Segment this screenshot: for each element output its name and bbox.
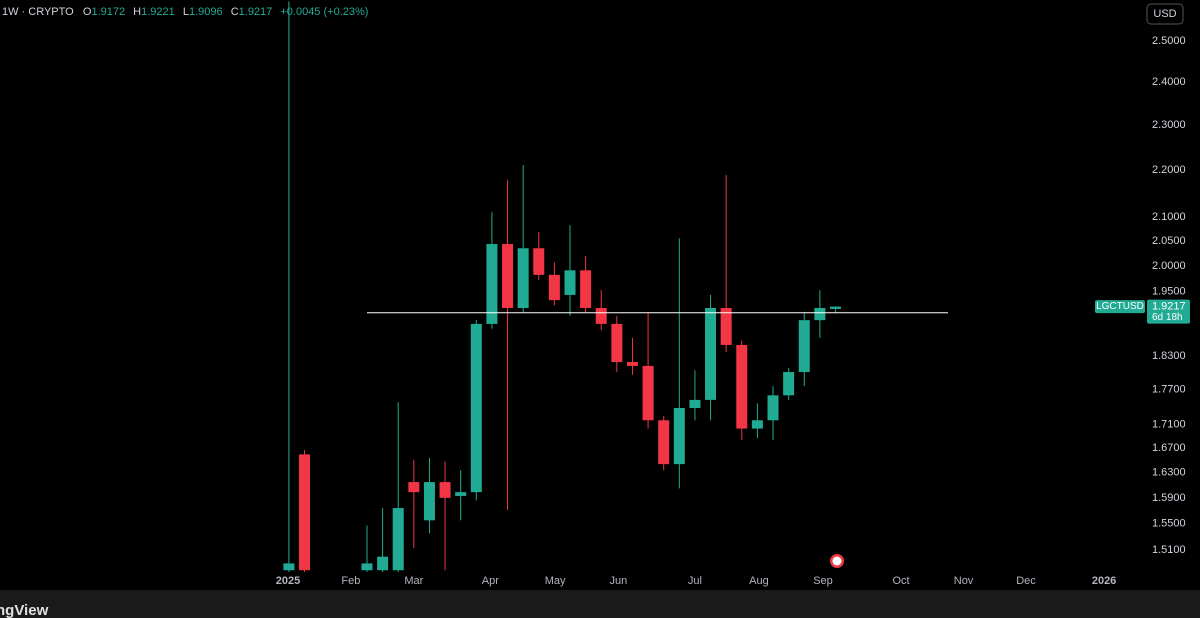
x-tick-label: Sep bbox=[813, 575, 833, 587]
high-value: 1.9221 bbox=[141, 6, 175, 18]
x-tick-label: Dec bbox=[1016, 575, 1036, 587]
candle-body bbox=[423, 482, 435, 521]
candle-body bbox=[611, 323, 623, 363]
y-tick-label: 2.0500 bbox=[1152, 235, 1186, 247]
x-tick-label: 2026 bbox=[1092, 575, 1116, 587]
x-tick-label: May bbox=[545, 575, 566, 587]
y-tick-label: 2.0000 bbox=[1152, 260, 1186, 272]
x-tick-label: Mar bbox=[404, 575, 423, 587]
y-tick-label: 2.4000 bbox=[1152, 76, 1186, 88]
footer-bar bbox=[0, 590, 1200, 618]
y-tick-label: 2.2000 bbox=[1152, 164, 1186, 176]
x-tick-label: Aug bbox=[749, 575, 769, 587]
candle-body bbox=[470, 323, 482, 493]
price-label: 1.9217 bbox=[1152, 300, 1186, 312]
candle-body bbox=[626, 362, 638, 366]
candle-body bbox=[751, 420, 763, 429]
candle-body bbox=[299, 454, 311, 571]
y-tick-label: 1.7700 bbox=[1152, 383, 1186, 395]
x-tick-label: Oct bbox=[893, 575, 910, 587]
candle-body bbox=[548, 274, 560, 301]
x-tick-label: Nov bbox=[954, 575, 974, 587]
candle-body bbox=[439, 482, 451, 498]
footer-logo: ngView bbox=[0, 602, 49, 618]
candle-body bbox=[533, 248, 545, 275]
low-value: 1.9096 bbox=[188, 6, 223, 18]
candle-body bbox=[736, 344, 748, 429]
currency-button[interactable] bbox=[1146, 3, 1184, 25]
x-tick-label: Jul bbox=[688, 575, 702, 587]
y-tick-label: 1.5500 bbox=[1152, 517, 1186, 529]
candle-body bbox=[798, 320, 810, 373]
candle-body bbox=[408, 482, 420, 493]
candle-body bbox=[705, 307, 717, 400]
x-tick-label: Apr bbox=[482, 575, 499, 587]
y-tick-label: 1.7100 bbox=[1152, 418, 1186, 430]
change: +0.0045 (+0.23%) bbox=[280, 6, 369, 18]
x-tick-label: Jun bbox=[610, 575, 628, 587]
open-value: 1.9172 bbox=[91, 6, 126, 18]
low-label: L bbox=[182, 6, 189, 18]
candle-body bbox=[829, 306, 841, 309]
y-tick-label: 1.5100 bbox=[1152, 544, 1186, 556]
y-tick-label: 1.5900 bbox=[1152, 492, 1186, 504]
close-label: C bbox=[230, 6, 239, 18]
candle-body bbox=[783, 372, 795, 396]
candle-body bbox=[564, 270, 576, 295]
candle-body bbox=[392, 508, 404, 571]
candle-body bbox=[486, 244, 498, 324]
event-flag-inner bbox=[832, 556, 842, 566]
close-value: 1.9217 bbox=[238, 6, 273, 18]
candle-body bbox=[377, 556, 389, 571]
y-tick-label: 1.9500 bbox=[1152, 286, 1186, 298]
candle-body bbox=[720, 307, 732, 345]
candle-body bbox=[580, 270, 592, 308]
y-tick-label: 2.3000 bbox=[1152, 119, 1186, 131]
candle-body bbox=[814, 307, 826, 321]
candle-body bbox=[689, 399, 701, 409]
currency-label[interactable]: USD bbox=[1153, 8, 1176, 20]
open-label: O bbox=[82, 6, 92, 18]
price-tag bbox=[1147, 299, 1190, 324]
candle-body bbox=[283, 563, 295, 571]
candle-body bbox=[673, 408, 685, 465]
candle-body bbox=[455, 492, 467, 496]
symbol: 1W · CRYPTO bbox=[2, 6, 74, 18]
ticker-tag bbox=[1095, 300, 1145, 314]
y-tick-label: 1.6300 bbox=[1152, 467, 1186, 479]
y-tick-label: 2.5000 bbox=[1152, 35, 1186, 47]
candle-body bbox=[595, 307, 607, 324]
candle-body bbox=[361, 563, 373, 571]
high-label: H bbox=[133, 6, 142, 18]
countdown-label: 6d 18h bbox=[1152, 312, 1183, 323]
x-tick-label: Feb bbox=[341, 575, 360, 587]
x-tick-label: 2025 bbox=[276, 575, 300, 587]
candle-body bbox=[642, 365, 654, 421]
legend-header: 1W · CRYPTO O1.9172 H1.9221 L1.9096 C1.9… bbox=[2, 6, 373, 18]
y-tick-label: 1.8300 bbox=[1152, 350, 1186, 362]
ticker-label: LGCTUSD bbox=[1096, 301, 1144, 312]
candle-body bbox=[767, 395, 779, 421]
y-tick-label: 2.1000 bbox=[1152, 211, 1186, 223]
candle-body bbox=[517, 248, 529, 308]
candle-body bbox=[658, 420, 670, 465]
candle-body bbox=[502, 244, 514, 308]
y-tick-label: 1.6700 bbox=[1152, 442, 1186, 454]
